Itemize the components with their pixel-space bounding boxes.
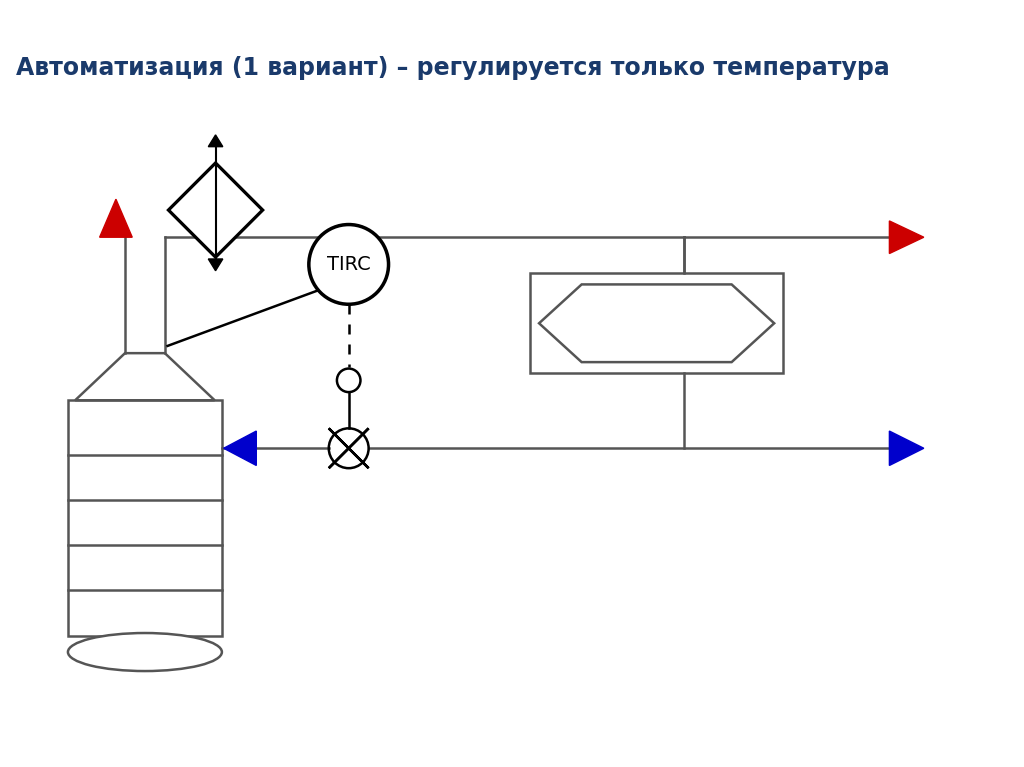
Polygon shape — [329, 428, 369, 468]
Polygon shape — [890, 221, 924, 254]
Polygon shape — [169, 163, 262, 257]
Polygon shape — [223, 431, 256, 466]
Polygon shape — [208, 135, 223, 146]
Text: TIRC: TIRC — [327, 255, 371, 274]
Polygon shape — [890, 431, 924, 466]
Circle shape — [309, 225, 388, 304]
Circle shape — [337, 369, 360, 392]
Bar — [68, 400, 222, 636]
Polygon shape — [99, 199, 132, 237]
Ellipse shape — [68, 633, 222, 671]
Polygon shape — [75, 353, 215, 400]
Bar — [529, 274, 783, 373]
Polygon shape — [539, 285, 774, 362]
Text: Автоматизация (1 вариант) – регулируется только температура: Автоматизация (1 вариант) – регулируется… — [16, 56, 890, 80]
Polygon shape — [208, 259, 223, 271]
Polygon shape — [329, 428, 369, 468]
